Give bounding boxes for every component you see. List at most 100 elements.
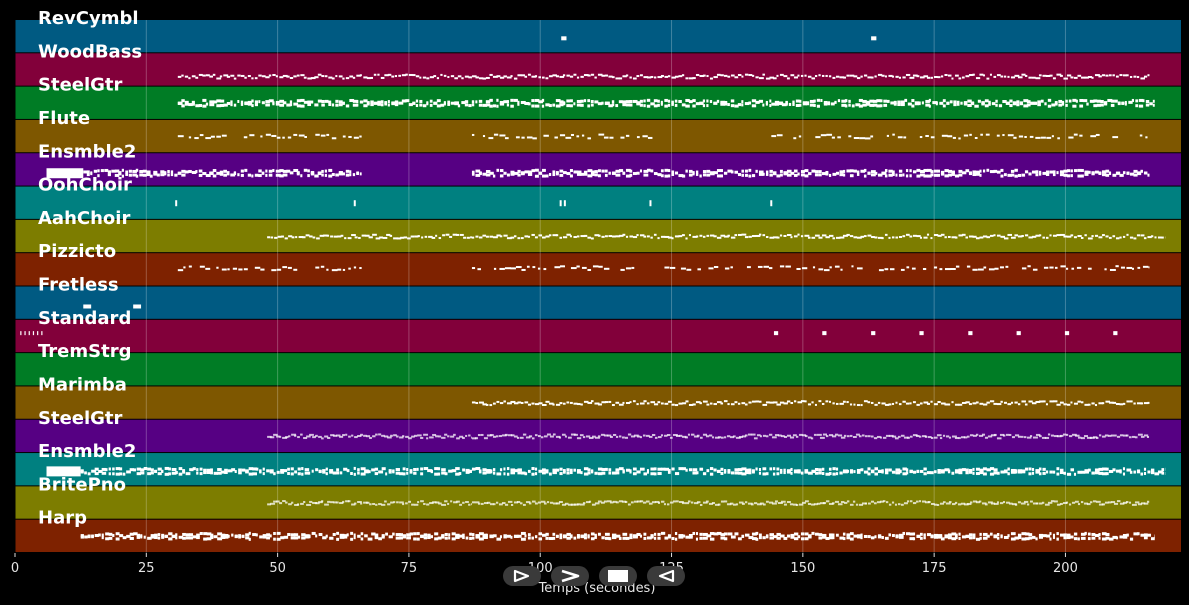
- note: [968, 468, 973, 472]
- note: [744, 434, 748, 437]
- note: [750, 503, 754, 506]
- note: [329, 536, 334, 540]
- note: [1070, 169, 1073, 173]
- note: [818, 533, 823, 537]
- note: [580, 172, 585, 176]
- note: [352, 103, 358, 107]
- note: [1071, 433, 1077, 436]
- note: [237, 173, 240, 177]
- note: [777, 502, 783, 505]
- note: [855, 503, 859, 506]
- note: [259, 535, 263, 539]
- note: [531, 233, 535, 236]
- note: [1066, 472, 1072, 476]
- note: [982, 467, 987, 471]
- note: [308, 534, 311, 538]
- note-tick: [649, 200, 652, 207]
- note: [298, 134, 305, 137]
- note: [727, 75, 731, 78]
- note: [423, 433, 429, 436]
- note: [405, 73, 408, 76]
- note: [501, 434, 507, 437]
- note: [552, 234, 558, 237]
- note: [891, 402, 895, 405]
- note: [350, 531, 354, 535]
- note: [1104, 434, 1109, 437]
- note: [625, 103, 631, 107]
- note: [1101, 170, 1107, 174]
- note: [768, 501, 774, 504]
- stop-button[interactable]: [599, 566, 637, 586]
- note: [856, 470, 861, 474]
- note: [282, 169, 288, 173]
- note: [420, 436, 424, 439]
- note: [870, 76, 874, 79]
- note: [543, 134, 549, 137]
- note: [695, 471, 699, 475]
- note: [255, 467, 259, 471]
- note: [890, 101, 895, 105]
- note: [807, 403, 812, 406]
- note: [657, 103, 660, 107]
- note: [477, 434, 481, 437]
- note: [322, 536, 327, 540]
- note: [590, 172, 595, 176]
- note: [751, 235, 756, 238]
- note: [730, 535, 736, 539]
- note: [902, 467, 907, 471]
- note: [741, 472, 747, 476]
- note: [937, 535, 943, 539]
- note: [413, 532, 417, 536]
- note: [370, 103, 374, 107]
- note: [482, 533, 488, 537]
- note: [1028, 467, 1032, 471]
- note: [1037, 103, 1041, 107]
- note: [1014, 401, 1018, 404]
- note: [496, 75, 501, 78]
- note: [449, 235, 453, 238]
- note: [1143, 533, 1148, 537]
- note: [891, 170, 895, 174]
- note: [220, 535, 226, 539]
- note: [357, 534, 361, 538]
- note: [279, 502, 283, 505]
- note: [1035, 469, 1040, 473]
- note: [642, 135, 648, 138]
- note-tick: [20, 331, 22, 336]
- note: [471, 172, 475, 176]
- note: [175, 471, 178, 475]
- note: [384, 500, 387, 503]
- note: [405, 435, 409, 438]
- note: [1113, 434, 1117, 437]
- rewind-button[interactable]: [647, 566, 685, 586]
- note: [594, 502, 600, 505]
- note: [622, 401, 625, 404]
- note: [789, 503, 794, 506]
- note: [1091, 536, 1096, 540]
- note: [321, 99, 325, 103]
- note: [520, 74, 525, 77]
- fast-forward-button[interactable]: [551, 566, 589, 586]
- note: [1136, 469, 1141, 473]
- note: [160, 173, 165, 177]
- note: [312, 236, 316, 239]
- note: [786, 501, 791, 504]
- note: [216, 77, 222, 80]
- note: [996, 74, 1001, 77]
- note: [513, 235, 517, 238]
- note: [898, 469, 902, 473]
- note: [456, 233, 460, 236]
- note: [342, 172, 345, 176]
- note: [262, 534, 267, 538]
- note: [477, 502, 481, 505]
- note: [930, 237, 933, 240]
- note: [765, 172, 769, 176]
- note: [420, 467, 424, 471]
- note: [520, 100, 526, 104]
- note: [900, 103, 905, 107]
- play-button[interactable]: [503, 566, 541, 586]
- note: [1146, 500, 1150, 503]
- note: [966, 265, 971, 268]
- note: [205, 267, 211, 270]
- note: [471, 467, 476, 471]
